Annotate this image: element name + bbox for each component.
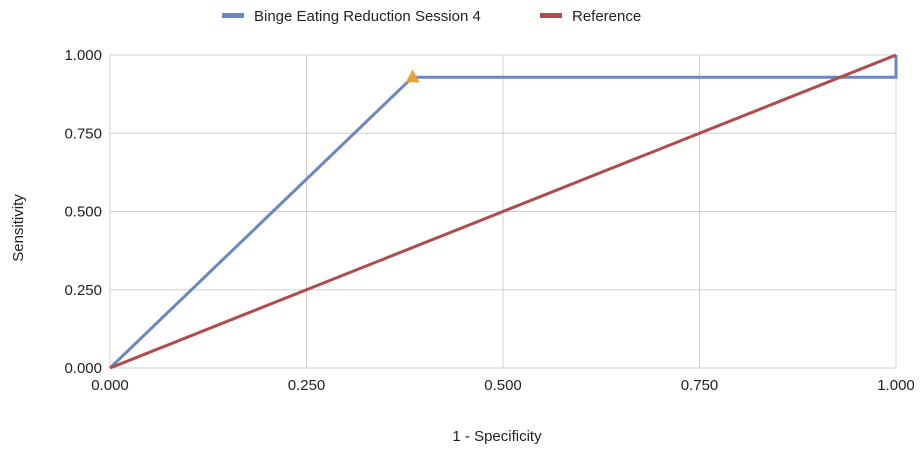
x-tick-label: 0.500 <box>484 377 522 394</box>
y-tick-label: 0.500 <box>64 204 102 221</box>
x-tick-label: 0.250 <box>288 377 326 394</box>
legend-label: Reference <box>572 8 641 25</box>
x-axis-title: 1 - Specificity <box>452 428 542 445</box>
y-tick-label: 0.250 <box>64 282 102 299</box>
series-line-reference <box>109 53 897 370</box>
series-line-binge-eating-reduction <box>108 55 898 370</box>
series-group <box>108 53 898 370</box>
grid <box>109 54 897 369</box>
x-tick-label: 0.000 <box>91 377 129 394</box>
legend-swatch <box>222 13 244 18</box>
tick-labels: 0.000 0.250 0.500 0.750 1.000 0.000 0.250 0.500… <box>64 47 914 394</box>
x-tick-label: 0.750 <box>681 377 719 394</box>
cutoff-triangle-marker <box>405 69 420 83</box>
markers-group <box>405 69 420 83</box>
y-axis-title: Sensitivity <box>10 194 27 262</box>
y-tick-label: 0.000 <box>64 360 102 377</box>
x-tick-label: 1.000 <box>877 377 915 394</box>
legend: Binge Eating Reduction Session 4 Referenc… <box>222 8 641 25</box>
y-tick-label: 0.750 <box>64 125 102 142</box>
legend-label: Binge Eating Reduction Session 4 <box>254 8 481 25</box>
y-tick-label: 1.000 <box>64 47 102 64</box>
legend-swatch <box>540 13 562 18</box>
